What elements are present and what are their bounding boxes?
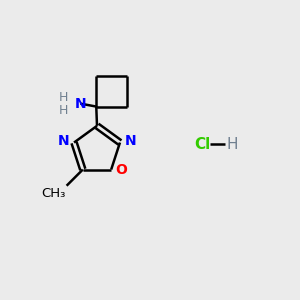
Text: CH₃: CH₃ [41, 187, 65, 200]
Text: Cl: Cl [194, 136, 210, 152]
Text: N: N [75, 97, 86, 111]
Text: N: N [124, 134, 136, 148]
Text: N: N [58, 134, 70, 148]
Text: O: O [116, 163, 128, 176]
Text: H: H [59, 91, 69, 104]
Text: H: H [59, 103, 69, 117]
Text: H: H [226, 136, 238, 152]
